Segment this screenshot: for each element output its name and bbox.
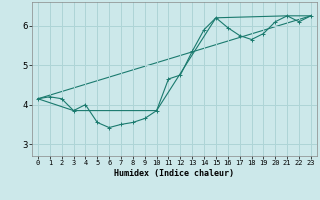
X-axis label: Humidex (Indice chaleur): Humidex (Indice chaleur) [115,169,234,178]
